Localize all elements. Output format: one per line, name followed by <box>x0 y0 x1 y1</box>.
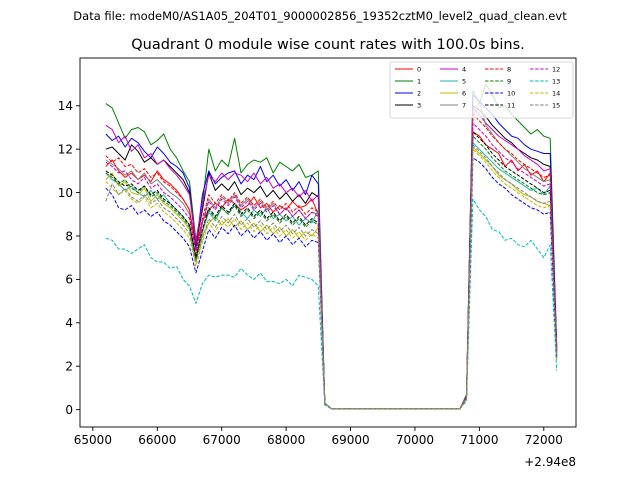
y-tick-label: 2 <box>65 360 73 374</box>
legend-label: 6 <box>462 89 466 97</box>
x-tick-label: 65000 <box>74 433 112 447</box>
legend-label: 7 <box>462 101 466 109</box>
legend-label: 10 <box>507 89 515 97</box>
legend-label: 13 <box>552 77 560 85</box>
series-line-10 <box>105 157 558 410</box>
figure-suptitle: Data file: modeM0/AS1A05_204T01_90000028… <box>73 9 567 23</box>
y-tick-label: 6 <box>65 273 73 287</box>
x-tick-label: 67000 <box>203 433 241 447</box>
series-layer <box>105 83 558 410</box>
legend-label: 2 <box>417 89 421 97</box>
plot-area <box>80 58 576 427</box>
legend-box <box>389 61 574 119</box>
x-axis-offset-label: +2.94e8 <box>524 455 576 469</box>
y-tick-label: 0 <box>65 403 73 417</box>
legend-label: 9 <box>507 77 511 85</box>
legend-label: 15 <box>552 101 560 109</box>
legend-label: 8 <box>507 65 511 73</box>
x-tick-label: 68000 <box>267 433 305 447</box>
series-line-8 <box>105 113 558 410</box>
x-tick-label: 70000 <box>396 433 434 447</box>
x-tick-label: 72000 <box>525 433 563 447</box>
legend-label: 0 <box>417 65 421 73</box>
legend-label: 11 <box>507 101 515 109</box>
chart-title: Quadrant 0 module wise count rates with … <box>131 37 525 53</box>
series-line-9 <box>105 135 558 410</box>
axes-frame <box>79 57 577 428</box>
y-tick-label: 10 <box>58 186 73 200</box>
y-tick-label: 8 <box>65 229 73 243</box>
series-line-13 <box>105 198 558 410</box>
legend-label: 3 <box>417 101 421 109</box>
series-line-11 <box>105 131 558 410</box>
y-tick-label: 4 <box>65 316 73 330</box>
series-line-15 <box>105 144 558 410</box>
y-tick-label: 14 <box>58 99 73 113</box>
legend-label: 12 <box>552 65 560 73</box>
legend-label: 14 <box>552 89 560 97</box>
legend-label: 1 <box>417 77 421 85</box>
x-tick-label: 69000 <box>331 433 369 447</box>
legend-label: 4 <box>462 65 466 73</box>
x-tick-label: 71000 <box>460 433 498 447</box>
axes-layer: 65000 66000 67000 68000 69000 70000 71000 72000… <box>58 57 577 447</box>
legend-label: 5 <box>462 77 466 85</box>
y-tick-label: 12 <box>58 142 73 156</box>
x-tick-label: 66000 <box>138 433 176 447</box>
